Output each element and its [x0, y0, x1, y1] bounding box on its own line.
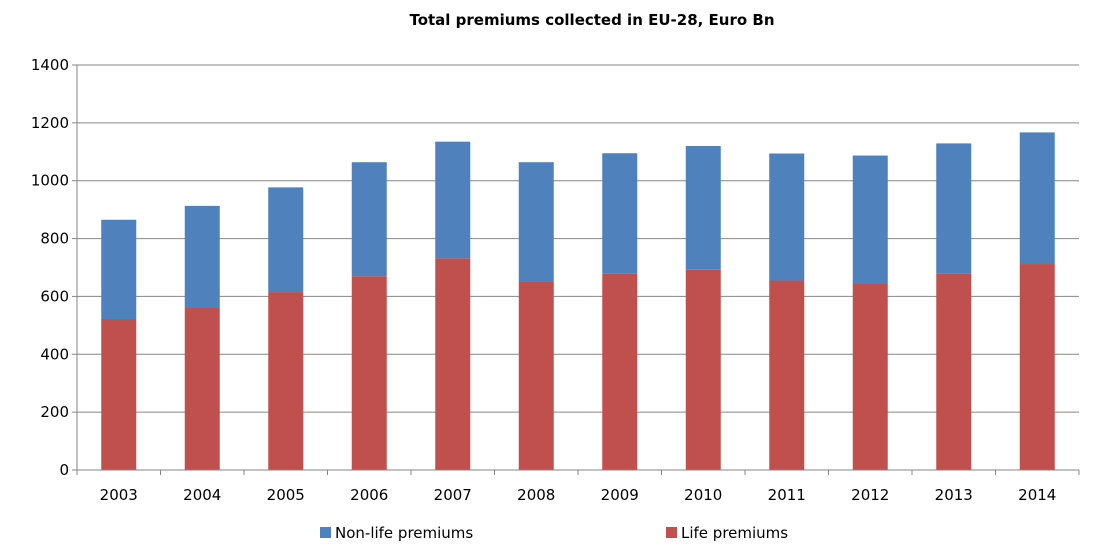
gridlines: [77, 64, 1079, 413]
x-tick-label: 2011: [768, 486, 806, 504]
y-tick-label: 1400: [31, 56, 69, 74]
y-tick-label: 1000: [31, 172, 69, 190]
x-tick-label: 2004: [183, 486, 221, 504]
bar-non-life-premiums-2013: [936, 143, 972, 274]
bar-non-life-premiums-2008: [518, 162, 554, 282]
y-tick-label: 200: [40, 403, 69, 421]
chart-title: Total premiums collected in EU-28, Euro …: [409, 11, 774, 29]
bar-life-premiums-2003: [101, 318, 137, 470]
legend-label: Non-life premiums: [335, 524, 473, 542]
legend-label: Life premiums: [681, 524, 788, 542]
bar-non-life-premiums-2012: [852, 155, 888, 284]
bars: [101, 132, 1055, 470]
x-tick-label: 2014: [1018, 486, 1056, 504]
bar-non-life-premiums-2004: [184, 205, 220, 308]
x-tick-label: 2008: [517, 486, 555, 504]
y-tick-label: 0: [59, 461, 69, 479]
bar-life-premiums-2004: [184, 308, 220, 470]
bar-life-premiums-2005: [268, 292, 304, 470]
bar-non-life-premiums-2011: [769, 153, 805, 281]
bar-life-premiums-2006: [351, 276, 387, 470]
x-tick-label: 2013: [935, 486, 973, 504]
bar-non-life-premiums-2010: [685, 146, 721, 270]
bar-non-life-premiums-2003: [101, 219, 137, 319]
legend-swatch-life-premiums: [666, 527, 677, 538]
x-tick-label: 2006: [350, 486, 388, 504]
bar-life-premiums-2008: [518, 281, 554, 470]
bar-life-premiums-2009: [602, 273, 638, 470]
bar-life-premiums-2010: [685, 269, 721, 470]
x-axis: 2003 2004 2005 2006 2007 2008 2009 2010 2011 2012…: [76, 469, 1080, 504]
x-tick-label: 2010: [684, 486, 722, 504]
x-tick-label: 2005: [267, 486, 305, 504]
legend: Non-life premiums Life premiums: [320, 524, 788, 542]
bar-life-premiums-2014: [1019, 264, 1055, 470]
bar-life-premiums-2012: [852, 283, 888, 470]
x-tick-label: 2009: [601, 486, 639, 504]
bar-life-premiums-2011: [769, 280, 805, 470]
bar-life-premiums-2007: [435, 258, 471, 470]
x-tick-label: 2007: [434, 486, 472, 504]
y-tick-label: 400: [40, 345, 69, 363]
bar-non-life-premiums-2014: [1019, 132, 1055, 265]
y-tick-label: 600: [40, 287, 69, 305]
y-axis: 0 200 400 600 800 1000 1200 1400: [31, 56, 78, 479]
x-tick-label: 2012: [851, 486, 889, 504]
bar-non-life-premiums-2006: [351, 162, 387, 277]
y-tick-label: 1200: [31, 114, 69, 132]
bar-non-life-premiums-2005: [268, 187, 304, 293]
x-tick-label: 2003: [100, 486, 138, 504]
bar-life-premiums-2013: [936, 273, 972, 470]
bar-non-life-premiums-2007: [435, 141, 471, 259]
y-tick-label: 800: [40, 230, 69, 248]
legend-swatch-non-life-premiums: [320, 527, 331, 538]
bar-non-life-premiums-2009: [602, 153, 638, 274]
